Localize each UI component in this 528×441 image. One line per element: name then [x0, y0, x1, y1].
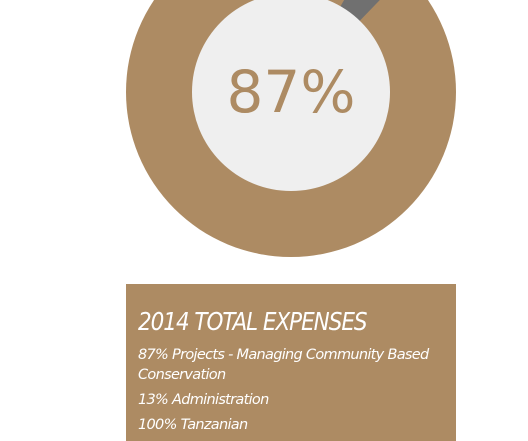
donut-center-label: 87% — [227, 58, 356, 126]
expenses-donut-chart: 87% — [126, 0, 456, 257]
card-line-projects-part2: Conservation — [138, 367, 226, 383]
expenses-summary-card: 2014 TOTAL EXPENSES 87% Projects - Manag… — [126, 284, 456, 441]
donut-slice-administration — [340, 0, 380, 22]
card-title: 2014 TOTAL EXPENSES — [138, 307, 368, 336]
card-line-projects-part1: 87% Projects - Managing Community Based — [138, 347, 429, 363]
donut-center — [192, 0, 390, 191]
card-line-projects: 87% Projects - Managing Community Based … — [138, 345, 444, 385]
donut-svg: 87% — [126, 0, 456, 257]
card-line-tanzanian: 100% Tanzanian — [138, 417, 248, 433]
card-line-administration: 13% Administration — [138, 392, 269, 408]
